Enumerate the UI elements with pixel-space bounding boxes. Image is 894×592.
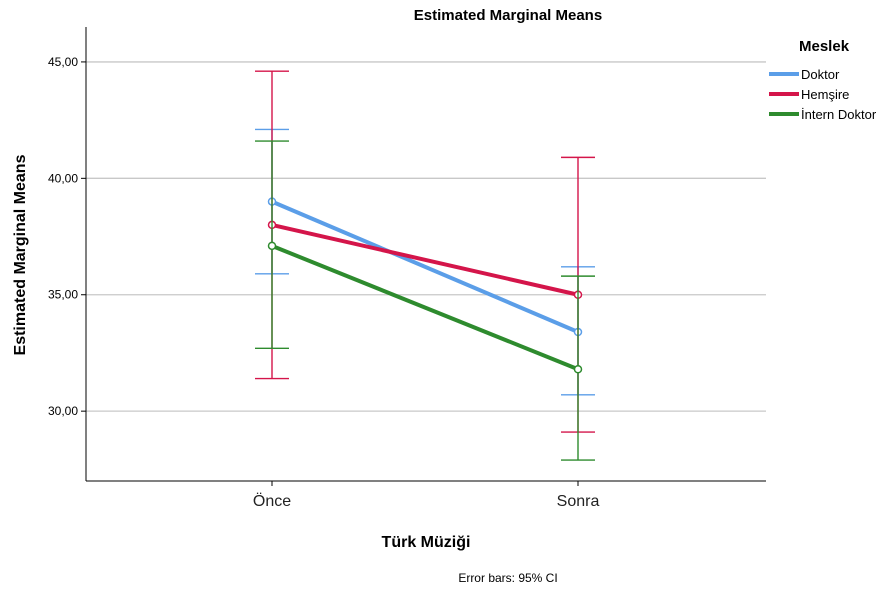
series-line — [271, 243, 579, 372]
x-tick-label: Önce — [253, 492, 291, 510]
data-point — [267, 241, 277, 251]
legend-label: Doktor — [801, 67, 840, 82]
y-tick-label: 45,00 — [48, 55, 78, 69]
data-point — [573, 364, 583, 374]
y-axis-ticks: 30,00 35,00 40,00 45,00 — [48, 55, 86, 418]
series-layer — [255, 70, 595, 461]
legend-label: İntern Doktor — [801, 107, 877, 122]
y-tick-label: 35,00 — [48, 288, 78, 302]
legend: Meslek Doktor Hemşire İntern Doktor — [769, 38, 877, 122]
chart-title: Estimated Marginal Means — [414, 7, 602, 24]
legend-title: Meslek — [799, 38, 850, 55]
y-tick-label: 40,00 — [48, 171, 78, 185]
legend-label: Hemşire — [801, 87, 849, 102]
series-line — [271, 222, 579, 297]
series-2 — [255, 70, 595, 433]
y-axis-title: Estimated Marginal Means — [12, 154, 29, 355]
series-3 — [255, 140, 595, 461]
series-line — [271, 199, 579, 334]
x-tick-label: Sonra — [557, 493, 600, 510]
error-bars-footnote: Error bars: 95% CI — [458, 571, 557, 585]
x-axis-title: Türk Müziği — [382, 534, 471, 551]
gridlines — [86, 61, 766, 412]
x-axis-ticks: Önce Sonra — [253, 481, 600, 510]
y-tick-label: 30,00 — [48, 404, 78, 418]
